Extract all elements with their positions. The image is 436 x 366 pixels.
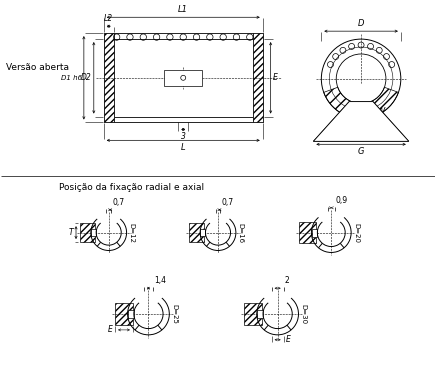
Bar [114, 33, 253, 41]
Text: 0,7: 0,7 [221, 198, 234, 207]
Text: L1: L1 [178, 5, 188, 14]
Text: D=25: D=25 [171, 304, 177, 324]
Text: D=30: D=30 [300, 304, 307, 324]
Bar [200, 229, 205, 236]
Text: T: T [68, 228, 73, 237]
Text: 2: 2 [285, 276, 290, 285]
Text: D=12: D=12 [129, 223, 135, 243]
Bar [244, 303, 262, 325]
Text: D=16: D=16 [238, 223, 244, 243]
Text: E: E [272, 73, 278, 82]
Text: E: E [108, 325, 113, 335]
Bar [80, 223, 95, 242]
Text: 0,7: 0,7 [112, 198, 124, 207]
Bar [164, 70, 202, 86]
Bar [128, 310, 134, 318]
Bar [91, 229, 96, 236]
Text: Posição da fixação radial e axial: Posição da fixação radial e axial [59, 183, 204, 192]
Bar [189, 223, 204, 242]
Polygon shape [313, 102, 409, 141]
Polygon shape [313, 102, 409, 141]
Text: D: D [358, 19, 364, 28]
Bar [104, 33, 114, 123]
Text: Versão aberta: Versão aberta [7, 63, 69, 72]
Bar [115, 303, 133, 325]
Bar [253, 33, 263, 123]
Text: W: W [376, 107, 384, 116]
Text: G: G [358, 147, 364, 156]
Text: 1,4: 1,4 [154, 276, 166, 285]
Text: D2: D2 [81, 73, 92, 82]
Text: 3: 3 [181, 132, 186, 141]
Text: L: L [181, 143, 186, 152]
Text: D=20: D=20 [353, 223, 359, 243]
Bar [300, 222, 317, 243]
Bar [114, 115, 253, 123]
Text: E: E [286, 335, 290, 344]
Wedge shape [324, 87, 399, 119]
Bar [312, 229, 317, 236]
Bar [257, 310, 263, 318]
Text: 0,9: 0,9 [336, 196, 348, 205]
Text: D1 h6: D1 h6 [61, 75, 82, 81]
Text: L2: L2 [104, 14, 113, 23]
